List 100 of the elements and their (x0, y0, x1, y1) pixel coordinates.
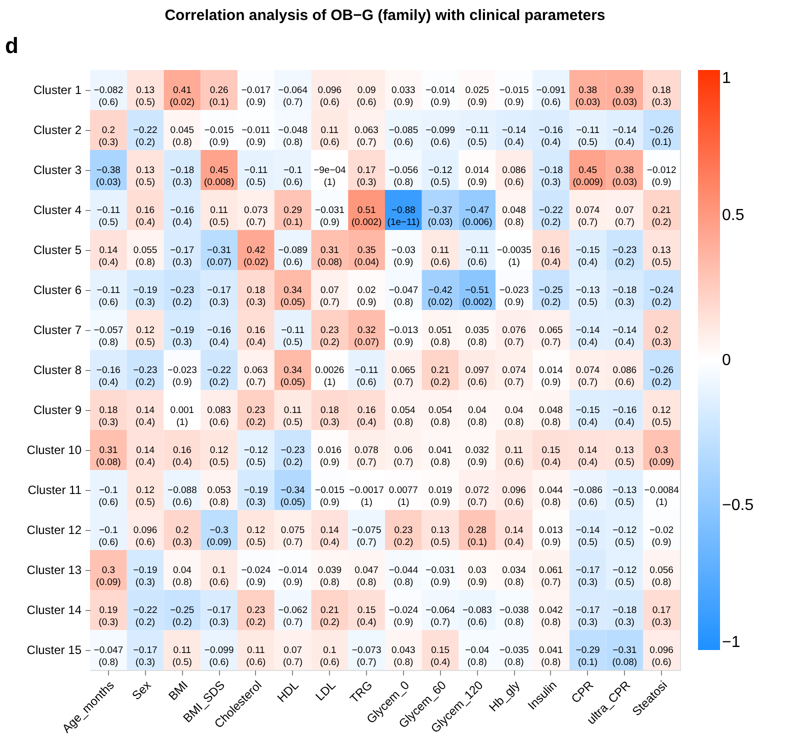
data-label: 0.035 (0.8) (465, 325, 490, 348)
data-label: 0.072 (0.7) (465, 485, 490, 508)
data-label: −0.083 (0.6) (462, 605, 492, 628)
data-label: 0.23 (0.2) (246, 405, 266, 428)
data-label: 0.45 (0.009) (572, 165, 603, 188)
data-label: −0.02 (0.9) (650, 525, 674, 548)
y-tick-label: Cluster 14 (26, 603, 82, 617)
data-label: 0.12 (0.5) (209, 445, 229, 468)
data-label: −0.014 (0.9) (278, 565, 308, 588)
data-label: 0.044 (0.8) (539, 485, 563, 508)
data-label: −0.14 (0.4) (612, 325, 637, 348)
color-bar-label: 1 (722, 70, 731, 87)
data-label: −0.23 (0.2) (280, 445, 305, 468)
data-label: −0.024 (0.9) (241, 565, 271, 588)
data-label: −0.16 (0.4) (96, 365, 120, 388)
data-label: −0.88 (1e−11) (387, 205, 420, 228)
y-tick-label: Cluster 2 (33, 123, 82, 137)
data-label: 0.1 (0.6) (209, 565, 229, 588)
y-tick-label: Cluster 8 (33, 363, 82, 377)
data-label: −0.023 (0.9) (168, 365, 197, 388)
y-tick-label: Cluster 15 (26, 643, 82, 657)
data-label: −0.014 (0.9) (426, 85, 455, 108)
data-label: 0.083 (0.6) (207, 405, 231, 428)
data-label: −0.11 (0.5) (576, 125, 600, 148)
data-label: 0.13 (0.5) (430, 525, 450, 548)
data-label: −0.18 (0.3) (612, 285, 637, 308)
y-tick-label: Cluster 7 (33, 323, 82, 337)
data-label: −0.11 (0.5) (244, 165, 268, 188)
data-label: −0.22 (0.2) (207, 365, 232, 388)
data-label: −0.18 (0.3) (170, 165, 194, 188)
data-label: −0.22 (0.2) (538, 205, 563, 228)
data-label: 0.18 (0.3) (98, 405, 118, 428)
data-label: −0.064 (0.7) (278, 85, 308, 108)
data-label: −0.16 (0.4) (170, 205, 194, 228)
data-label: 0.039 (0.8) (318, 565, 342, 588)
data-label: −0.38 (0.03) (96, 165, 121, 188)
data-label: 0.14 (0.4) (320, 525, 340, 548)
data-label: −0.035 (0.8) (499, 645, 529, 668)
data-label: 0.06 (0.7) (394, 445, 414, 468)
data-label: 0.3 (0.09) (649, 445, 674, 468)
y-tick-label: Cluster 11 (28, 483, 82, 497)
data-label: −0.19 (0.3) (244, 485, 268, 508)
data-label: −0.099 (0.6) (426, 125, 455, 148)
data-label: 0.11 (0.6) (246, 645, 266, 668)
data-label: 0.048 (0.8) (539, 405, 563, 428)
data-label: 0.097 (0.6) (465, 365, 490, 388)
x-tick-label: Sex (129, 678, 154, 703)
data-label: 0.15 (0.4) (356, 605, 376, 628)
data-label: 0.15 (0.4) (541, 445, 561, 468)
data-label: −0.14 (0.5) (576, 525, 600, 548)
data-label: 0.086 (0.6) (612, 365, 637, 388)
data-label: −0.11 (0.6) (354, 365, 378, 388)
data-label: 0.34 (0.05) (280, 365, 306, 388)
data-label: 0.09 (0.6) (356, 85, 376, 108)
text: d (5, 33, 18, 58)
data-label: −0.075 (0.7) (352, 525, 382, 548)
data-label: −0.1 (0.6) (283, 165, 303, 188)
color-bar-label: 0.5 (722, 207, 744, 224)
data-label: 0.17 (0.3) (652, 605, 672, 628)
data-label: 0.04 (0.8) (467, 405, 487, 428)
data-label: 0.15 (0.4) (430, 645, 450, 668)
data-label: −0.062 (0.7) (278, 605, 308, 628)
data-label: −0.082 (0.6) (94, 85, 124, 108)
data-label: 0.033 (0.9) (392, 85, 416, 108)
data-label: 0.14 (0.4) (578, 445, 598, 468)
data-label: −0.015 (0.9) (499, 85, 529, 108)
data-label: −0.34 (0.05) (280, 485, 306, 508)
data-label: −0.14 (0.4) (502, 125, 526, 148)
data-label: 0.014 (0.9) (539, 365, 563, 388)
data-label: 0.38 (0.03) (612, 165, 638, 188)
data-label: −0.057 (0.8) (94, 325, 124, 348)
data-label: 0.065 (0.7) (539, 325, 563, 348)
data-label: −0.22 (0.2) (133, 125, 158, 148)
data-label: −0.056 (0.8) (388, 165, 418, 188)
data-label: −0.14 (0.4) (612, 125, 637, 148)
data-label: −0.017 (0.9) (241, 85, 271, 108)
data-label: −0.22 (0.2) (133, 605, 158, 628)
data-label: 0.16 (0.4) (541, 245, 561, 268)
data-label: 0.12 (0.5) (136, 485, 156, 508)
data-label: 0.061 (0.7) (539, 565, 563, 588)
data-label: 0.13 (0.5) (652, 245, 672, 268)
data-label: −0.3 (0.09) (206, 525, 232, 548)
data-label: −0.024 (0.9) (388, 605, 418, 628)
data-label: −0.011 (0.9) (242, 125, 270, 148)
data-label: 0.31 (0.08) (96, 445, 121, 468)
y-tick-label: Cluster 6 (33, 283, 82, 297)
data-label: 0.13 (0.5) (136, 85, 156, 108)
data-label: −0.031 (0.9) (315, 205, 344, 228)
data-label: 0.047 (0.8) (354, 565, 378, 588)
data-label: −0.14 (0.4) (576, 325, 600, 348)
data-label: −0.18 (0.3) (612, 605, 637, 628)
data-label: −0.047 (0.8) (94, 645, 124, 668)
data-label: 0.041 (0.8) (539, 645, 563, 668)
data-label: −0.24 (0.2) (650, 285, 674, 308)
data-label: −0.1 (0.6) (98, 525, 118, 548)
data-label: −0.11 (0.6) (466, 245, 489, 268)
data-label: 0.043 (0.8) (392, 645, 416, 668)
data-label: −0.064 (0.7) (426, 605, 455, 628)
data-label: −0.1 (0.6) (98, 485, 118, 508)
data-label: 0.19 (0.3) (98, 605, 118, 628)
